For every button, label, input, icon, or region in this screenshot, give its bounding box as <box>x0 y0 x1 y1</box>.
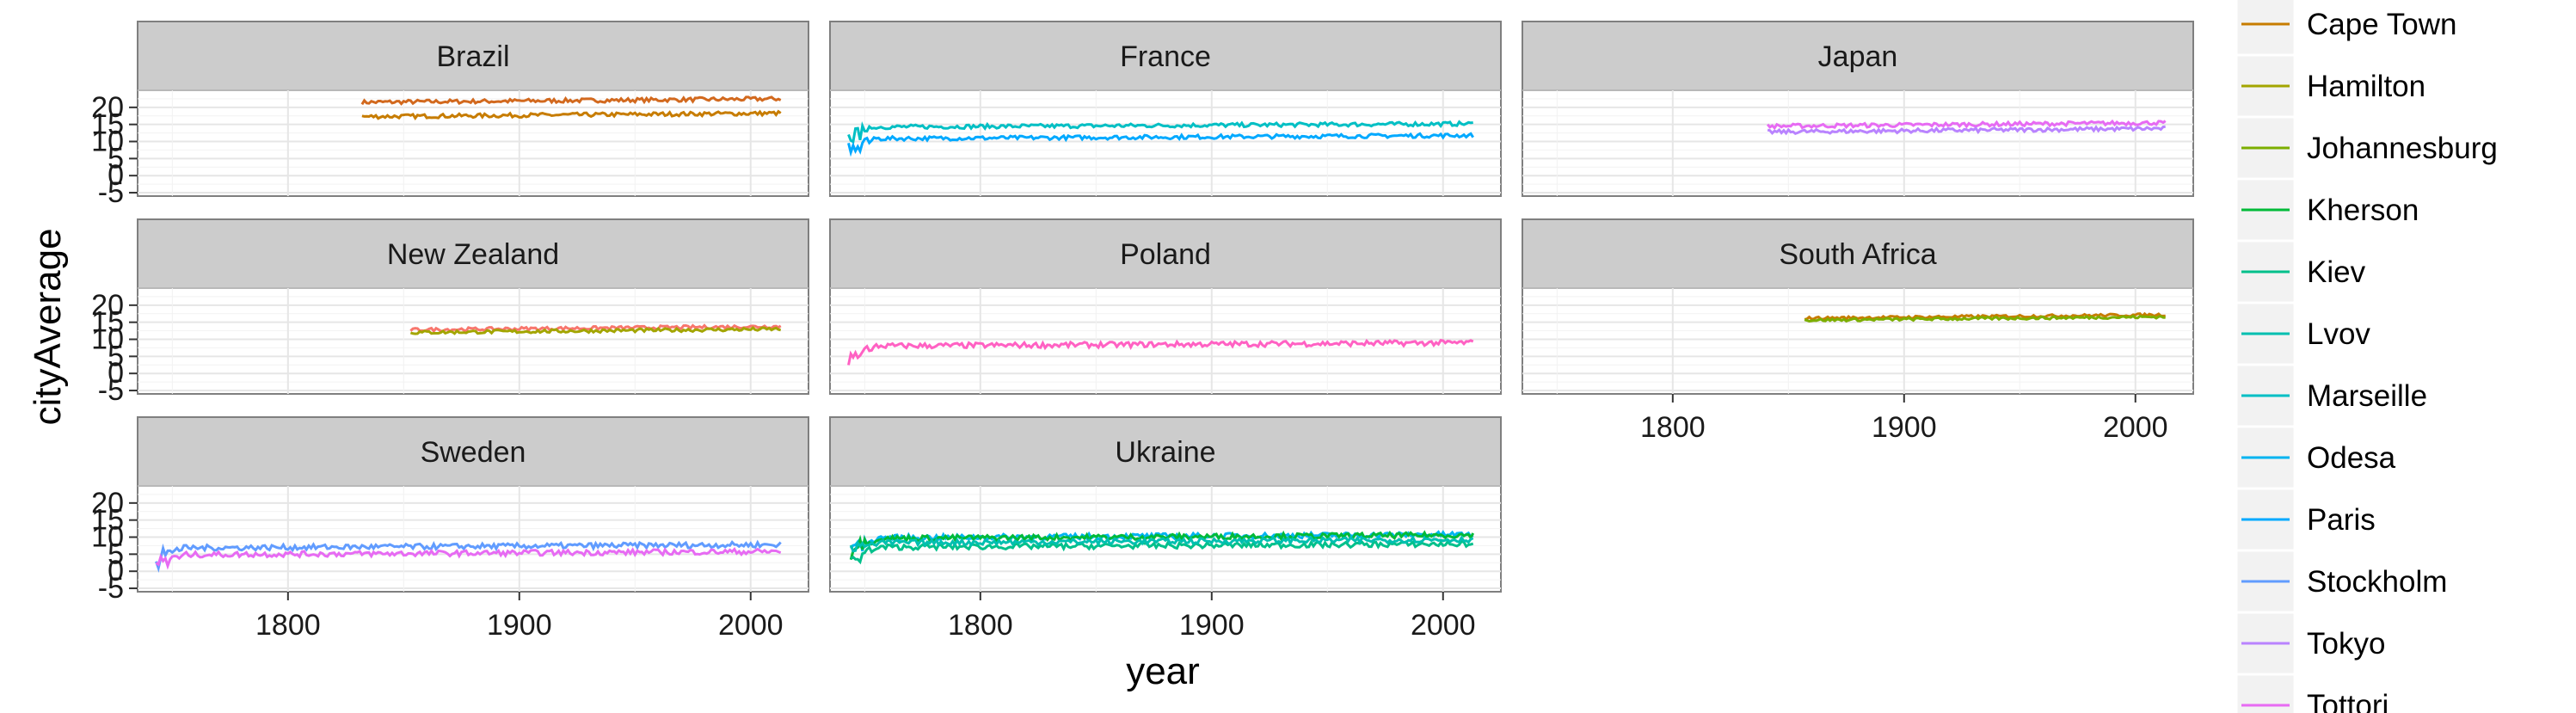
facet-strip <box>829 416 1502 487</box>
x-tick-label: 2000 <box>718 609 784 642</box>
series-line <box>1767 125 2166 136</box>
facet-panel: France <box>829 21 1502 197</box>
y-tick-label: 5 <box>108 340 124 372</box>
facet-strip-label: Brazil <box>436 40 509 73</box>
plot-panel <box>137 287 809 395</box>
plot-panel <box>137 485 809 593</box>
y-tick-label: 10 <box>91 126 124 158</box>
legend-label: Kherson <box>2307 194 2419 227</box>
series-line <box>849 530 1475 561</box>
legend-label: Paris <box>2307 503 2376 537</box>
x-tick-label: 1900 <box>1179 609 1245 642</box>
series-line <box>360 95 782 106</box>
plot-panel <box>829 89 1502 197</box>
y-axis-title: cityAverage <box>27 228 69 425</box>
y-tick-label: 20 <box>91 91 124 124</box>
facet-strip-label: South Africa <box>1779 238 1936 271</box>
series-line <box>847 132 1474 157</box>
y-tick-label: 20 <box>91 289 124 322</box>
facet-panel: Poland <box>829 218 1502 395</box>
facet-strip-label: Sweden <box>421 436 526 469</box>
y-tick-label: 5 <box>108 142 124 175</box>
legend-key <box>2235 0 2296 57</box>
legend-label: Stockholm <box>2307 565 2447 599</box>
legend-label: Lvov <box>2307 317 2370 351</box>
legend-label: Hamilton <box>2307 70 2425 103</box>
legend-label: Odesa <box>2307 441 2396 475</box>
facet-strip <box>137 416 809 487</box>
x-axis-title: year <box>1126 650 1200 692</box>
facet-panel: South Africa 1800 1900 2000 <box>1522 218 2194 444</box>
facet-strip-label: France <box>1120 40 1211 73</box>
facet-strip-label: Poland <box>1120 238 1211 271</box>
y-tick-label: 10 <box>91 521 124 554</box>
facet-panel: Ukraine 1800 1900 2000 <box>829 416 1502 642</box>
facet-strip <box>137 218 809 289</box>
series-line <box>847 120 1473 144</box>
x-tick-label: 2000 <box>1411 609 1476 642</box>
x-tick-label: 2000 <box>2103 411 2168 444</box>
series-line <box>1766 119 2167 131</box>
facet-strip <box>1522 21 2194 91</box>
y-tick-label: 0 <box>108 357 124 390</box>
facet-strip-label: New Zealand <box>387 238 559 271</box>
y-tick-label: 5 <box>108 538 124 570</box>
series-line <box>1804 314 2166 323</box>
series-line <box>847 338 1474 366</box>
y-tick-label: -5 <box>98 572 124 605</box>
facet-strip <box>1522 218 2194 289</box>
legend-label: Tottori <box>2307 689 2388 713</box>
legend-label: Tokyo <box>2307 627 2385 661</box>
y-tick-label: -5 <box>98 176 124 209</box>
series-line <box>155 539 782 574</box>
plot-panel <box>137 89 809 197</box>
facet-strip <box>137 21 809 91</box>
y-tick-label: 15 <box>91 108 124 141</box>
series-line <box>849 535 1474 553</box>
legend-label: Cape Town <box>2307 8 2456 41</box>
legend: Cape Town Hamilton Johannesburg Kherson Kiev… <box>2235 0 2498 713</box>
facet-strip-label: Ukraine <box>1115 436 1215 469</box>
legend-label: Marseille <box>2307 379 2427 413</box>
y-tick-label: 10 <box>91 323 124 356</box>
x-tick-label: 1800 <box>1640 411 1706 444</box>
plot-panel <box>1522 89 2194 197</box>
y-tick-label: 15 <box>91 504 124 537</box>
series-line <box>361 109 782 120</box>
series-line <box>409 323 782 334</box>
plot-panel <box>1522 287 2194 395</box>
y-tick-label: 20 <box>91 487 124 519</box>
x-tick-label: 1900 <box>1872 411 1937 444</box>
legend-label: Kiev <box>2307 255 2366 289</box>
y-tick-label: 15 <box>91 306 124 339</box>
series-line <box>409 326 782 335</box>
x-tick-label: 1900 <box>487 609 552 642</box>
legend-key <box>2235 673 2296 713</box>
y-tick-label: -5 <box>98 374 124 407</box>
y-tick-label: 0 <box>108 159 124 192</box>
x-tick-label: 1800 <box>255 609 321 642</box>
y-tick-label: 0 <box>108 555 124 587</box>
series-line <box>155 546 782 570</box>
facet-panel: Japan <box>1522 21 2194 197</box>
facet-strip-label: Japan <box>1818 40 1898 73</box>
legend-label: Johannesburg <box>2307 132 2498 165</box>
plot-panel <box>829 287 1502 395</box>
x-tick-label: 1800 <box>948 609 1013 642</box>
facet-strip <box>829 21 1502 91</box>
